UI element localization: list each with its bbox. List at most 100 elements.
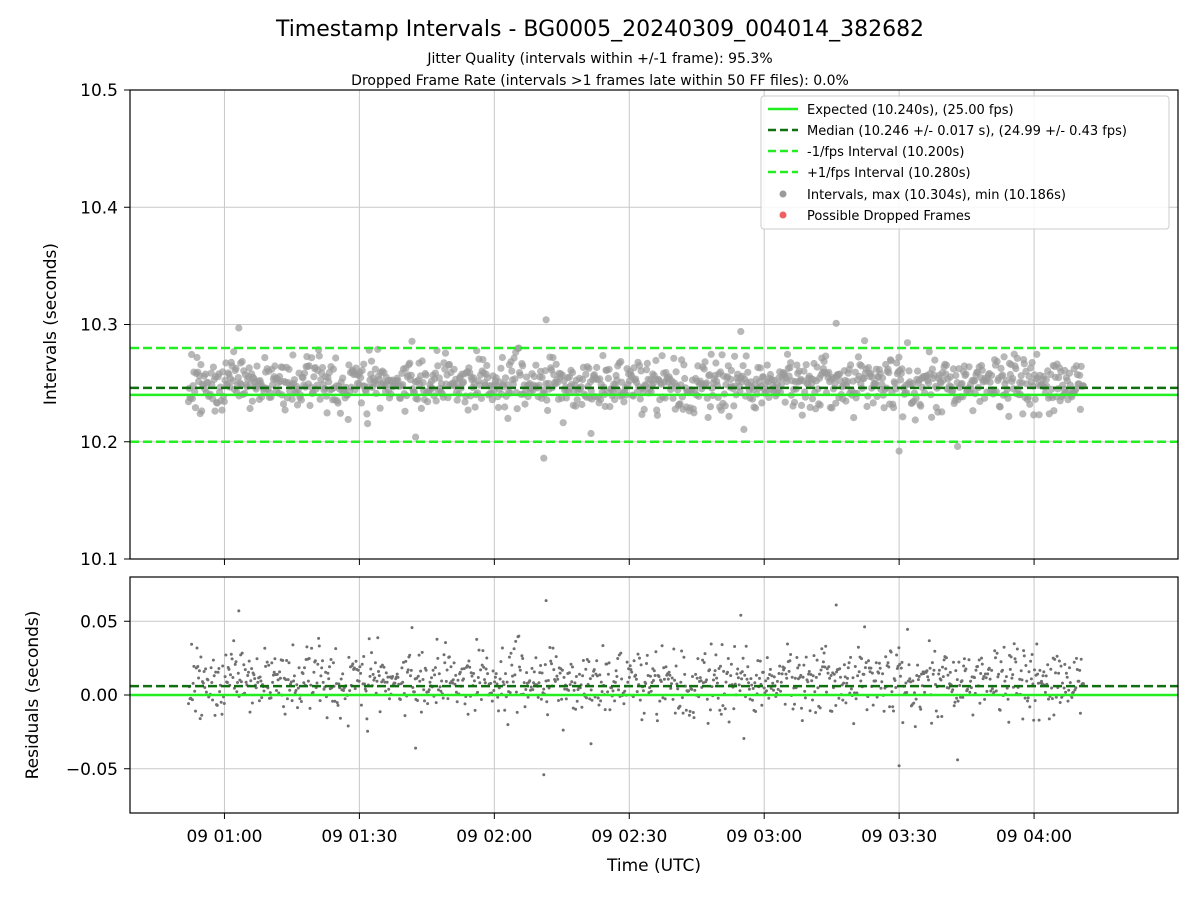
residual-point	[690, 688, 693, 691]
residual-point	[600, 681, 603, 684]
residual-point	[935, 710, 938, 713]
residual-point	[623, 690, 626, 693]
residual-point	[552, 647, 555, 650]
intervals-y-axis-label: Intervals (seconds)	[41, 243, 61, 405]
residual-point	[1009, 668, 1012, 671]
residual-point	[696, 657, 699, 660]
interval-point	[553, 361, 560, 368]
residual-point	[667, 678, 670, 681]
interval-point	[969, 407, 976, 414]
interval-point	[363, 410, 370, 417]
residual-point	[892, 710, 895, 713]
residual-point	[531, 688, 534, 691]
interval-point	[988, 372, 995, 379]
residual-point	[739, 689, 742, 692]
residual-point	[534, 656, 537, 659]
residual-point	[830, 674, 833, 677]
residual-point	[879, 667, 882, 670]
residual-point	[644, 682, 647, 685]
residual-point	[720, 713, 723, 716]
residual-point	[630, 671, 633, 674]
residual-point	[898, 663, 901, 666]
interval-point	[1021, 360, 1028, 367]
residual-point	[387, 688, 390, 691]
residual-point	[1075, 657, 1078, 660]
residual-point	[249, 711, 252, 714]
residual-point	[964, 668, 967, 671]
residual-point	[802, 664, 805, 667]
residual-point	[614, 681, 617, 684]
residual-point	[1073, 661, 1076, 664]
residual-point	[240, 680, 243, 683]
interval-point	[479, 356, 486, 363]
residual-point	[573, 689, 576, 692]
residual-point	[918, 675, 921, 678]
residual-point	[576, 700, 579, 703]
residual-point	[223, 702, 226, 705]
residual-point	[655, 713, 658, 716]
residual-point	[1032, 719, 1035, 722]
residual-point	[1064, 691, 1067, 694]
residual-point	[213, 674, 216, 677]
residual-point	[425, 669, 428, 672]
residual-point	[540, 698, 543, 701]
interval-point	[899, 413, 906, 420]
residual-point	[958, 684, 961, 687]
residuals-y-axis-label: Residuals (seconds)	[23, 611, 43, 780]
interval-point	[708, 351, 715, 358]
residual-point	[376, 680, 379, 683]
residual-point	[242, 663, 245, 666]
residual-point	[1059, 701, 1062, 704]
interval-point	[433, 397, 440, 404]
residual-point	[477, 676, 480, 679]
residual-point	[1063, 663, 1066, 666]
intervals-panel: 10.110.210.310.410.5 Intervals (seconds)…	[41, 81, 1178, 570]
interval-point	[912, 416, 919, 423]
residual-point	[429, 681, 432, 684]
residual-point	[937, 673, 940, 676]
residual-point	[971, 714, 974, 717]
residual-point	[953, 704, 956, 707]
residual-point	[318, 645, 321, 648]
residual-point	[210, 666, 213, 669]
residual-point	[979, 672, 982, 675]
residual-point	[489, 682, 492, 685]
residual-point	[983, 698, 986, 701]
residual-point	[1027, 696, 1030, 699]
residual-point	[430, 676, 433, 679]
residual-point	[379, 710, 382, 713]
residual-point	[542, 688, 545, 691]
residual-point	[200, 714, 203, 717]
residual-point	[785, 673, 788, 676]
residual-point	[443, 653, 446, 656]
residual-point	[303, 666, 306, 669]
residual-point	[570, 680, 573, 683]
interval-point	[904, 339, 911, 346]
interval-point	[787, 359, 794, 366]
residual-point	[688, 714, 691, 717]
interval-point	[822, 353, 829, 360]
residual-point	[396, 673, 399, 676]
interval-point	[587, 430, 594, 437]
residual-point	[785, 677, 788, 680]
interval-point	[282, 406, 289, 413]
residual-point	[764, 679, 767, 682]
residuals-y-tick-label: 0.05	[80, 612, 118, 632]
residual-point	[559, 672, 562, 675]
residual-point	[571, 666, 574, 669]
residual-point	[541, 672, 544, 675]
interval-point	[502, 374, 509, 381]
residual-point	[915, 698, 918, 701]
residual-point	[446, 697, 449, 700]
residual-point	[793, 703, 796, 706]
residual-point	[374, 661, 377, 664]
residual-point	[773, 675, 776, 678]
interval-point	[543, 397, 550, 404]
residual-point	[598, 704, 601, 707]
residual-point	[264, 665, 267, 668]
residual-point	[287, 678, 290, 681]
residual-point	[859, 680, 862, 683]
residual-point	[443, 661, 446, 664]
interval-point	[707, 403, 714, 410]
residual-point	[730, 663, 733, 666]
